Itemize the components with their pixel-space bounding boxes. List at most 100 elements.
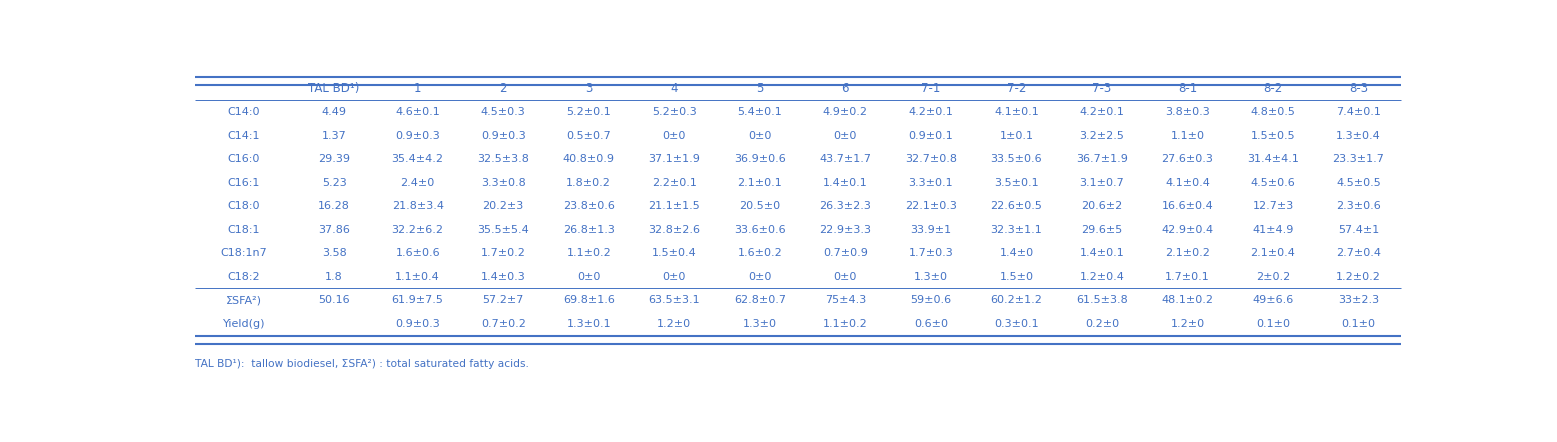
Text: 7-3: 7-3 <box>1093 82 1112 95</box>
Text: Yield(g): Yield(g) <box>223 319 265 329</box>
Text: 0±0: 0±0 <box>578 272 601 282</box>
Text: 32.7±0.8: 32.7±0.8 <box>905 154 958 164</box>
Text: 1: 1 <box>414 82 422 95</box>
Text: TAL BD¹):  tallow biodiesel, ΣSFA²) : total saturated fatty acids.: TAL BD¹): tallow biodiesel, ΣSFA²) : tot… <box>195 359 528 370</box>
Text: 0.6±0: 0.6±0 <box>914 319 948 329</box>
Text: 37.86: 37.86 <box>318 225 350 235</box>
Text: 1.8±0.2: 1.8±0.2 <box>567 178 612 188</box>
Text: 42.9±0.4: 42.9±0.4 <box>1162 225 1213 235</box>
Text: 1±0.1: 1±0.1 <box>1000 131 1034 141</box>
Text: 0±0: 0±0 <box>747 131 771 141</box>
Text: 40.8±0.9: 40.8±0.9 <box>562 154 615 164</box>
Text: 1.2±0.2: 1.2±0.2 <box>1336 272 1381 282</box>
Text: 1.7±0.1: 1.7±0.1 <box>1165 272 1210 282</box>
Text: 0.9±0.1: 0.9±0.1 <box>908 131 953 141</box>
Text: 23.8±0.6: 23.8±0.6 <box>562 201 615 211</box>
Text: 33±2.3: 33±2.3 <box>1337 295 1380 305</box>
Text: 43.7±1.7: 43.7±1.7 <box>819 154 872 164</box>
Text: ΣSFA²): ΣSFA²) <box>226 295 262 305</box>
Text: C14:1: C14:1 <box>227 131 260 141</box>
Text: 36.7±1.9: 36.7±1.9 <box>1076 154 1127 164</box>
Text: 2.1±0.4: 2.1±0.4 <box>1250 248 1295 258</box>
Text: 16.6±0.4: 16.6±0.4 <box>1162 201 1213 211</box>
Text: 0±0: 0±0 <box>833 131 856 141</box>
Text: 69.8±1.6: 69.8±1.6 <box>562 295 615 305</box>
Text: 29.6±5: 29.6±5 <box>1081 225 1123 235</box>
Text: TAL BD¹): TAL BD¹) <box>308 82 360 95</box>
Text: 1.3±0: 1.3±0 <box>914 272 948 282</box>
Text: 1.5±0.4: 1.5±0.4 <box>652 248 696 258</box>
Text: 1.1±0.2: 1.1±0.2 <box>567 248 610 258</box>
Text: 33.6±0.6: 33.6±0.6 <box>733 225 786 235</box>
Text: 3.58: 3.58 <box>322 248 347 258</box>
Text: 3.5±0.1: 3.5±0.1 <box>993 178 1039 188</box>
Text: 41±4.9: 41±4.9 <box>1252 225 1294 235</box>
Text: 8-2: 8-2 <box>1263 82 1283 95</box>
Text: 0.5±0.7: 0.5±0.7 <box>567 131 610 141</box>
Text: 4: 4 <box>671 82 677 95</box>
Text: 75±4.3: 75±4.3 <box>825 295 866 305</box>
Text: 1.4±0: 1.4±0 <box>1000 248 1034 258</box>
Text: 5.2±0.1: 5.2±0.1 <box>567 107 610 117</box>
Text: 3.3±0.1: 3.3±0.1 <box>909 178 953 188</box>
Text: 35.5±5.4: 35.5±5.4 <box>478 225 529 235</box>
Text: 32.8±2.6: 32.8±2.6 <box>648 225 701 235</box>
Text: 1.2±0.4: 1.2±0.4 <box>1079 272 1124 282</box>
Text: 36.9±0.6: 36.9±0.6 <box>733 154 786 164</box>
Text: 0.7±0.2: 0.7±0.2 <box>481 319 526 329</box>
Text: 31.4±4.1: 31.4±4.1 <box>1247 154 1299 164</box>
Text: 1.4±0.1: 1.4±0.1 <box>1079 248 1124 258</box>
Text: 48.1±0.2: 48.1±0.2 <box>1162 295 1213 305</box>
Text: 0±0: 0±0 <box>663 131 687 141</box>
Text: 3: 3 <box>585 82 592 95</box>
Text: 61.5±3.8: 61.5±3.8 <box>1076 295 1127 305</box>
Text: 2.1±0.2: 2.1±0.2 <box>1165 248 1210 258</box>
Text: 26.8±1.3: 26.8±1.3 <box>562 225 615 235</box>
Text: 32.2±6.2: 32.2±6.2 <box>392 225 444 235</box>
Text: C14:0: C14:0 <box>227 107 260 117</box>
Text: 0.3±0.1: 0.3±0.1 <box>993 319 1039 329</box>
Text: 1.1±0.4: 1.1±0.4 <box>395 272 441 282</box>
Text: 0.1±0: 0.1±0 <box>1256 319 1291 329</box>
Text: 20.2±3: 20.2±3 <box>483 201 523 211</box>
Text: 1.7±0.3: 1.7±0.3 <box>908 248 953 258</box>
Text: 26.3±2.3: 26.3±2.3 <box>819 201 872 211</box>
Text: 8-3: 8-3 <box>1348 82 1369 95</box>
Text: 50.16: 50.16 <box>318 295 350 305</box>
Text: 33.5±0.6: 33.5±0.6 <box>990 154 1042 164</box>
Text: 60.2±1.2: 60.2±1.2 <box>990 295 1042 305</box>
Text: 2: 2 <box>500 82 508 95</box>
Text: 20.6±2: 20.6±2 <box>1081 201 1123 211</box>
Text: 1.8: 1.8 <box>325 272 343 282</box>
Text: 57.2±7: 57.2±7 <box>483 295 523 305</box>
Text: C16:0: C16:0 <box>227 154 260 164</box>
Text: 33.9±1: 33.9±1 <box>911 225 951 235</box>
Text: 2.4±0: 2.4±0 <box>400 178 434 188</box>
Text: 1.1±0: 1.1±0 <box>1171 131 1205 141</box>
Text: 3.3±0.8: 3.3±0.8 <box>481 178 526 188</box>
Text: 1.3±0.4: 1.3±0.4 <box>1336 131 1381 141</box>
Text: 32.3±1.1: 32.3±1.1 <box>990 225 1042 235</box>
Text: 4.2±0.1: 4.2±0.1 <box>1079 107 1124 117</box>
Text: 5.4±0.1: 5.4±0.1 <box>738 107 782 117</box>
Text: 4.5±0.5: 4.5±0.5 <box>1336 178 1381 188</box>
Text: 2.3±0.6: 2.3±0.6 <box>1336 201 1381 211</box>
Text: 21.1±1.5: 21.1±1.5 <box>648 201 701 211</box>
Text: 0.9±0.3: 0.9±0.3 <box>395 319 441 329</box>
Text: 1.2±0: 1.2±0 <box>1171 319 1205 329</box>
Text: 49±6.6: 49±6.6 <box>1252 295 1294 305</box>
Text: 22.1±0.3: 22.1±0.3 <box>905 201 958 211</box>
Text: C16:1: C16:1 <box>227 178 260 188</box>
Text: 3.2±2.5: 3.2±2.5 <box>1079 131 1124 141</box>
Text: 1.37: 1.37 <box>322 131 347 141</box>
Text: 62.8±0.7: 62.8±0.7 <box>733 295 786 305</box>
Text: 21.8±3.4: 21.8±3.4 <box>392 201 444 211</box>
Text: 4.9±0.2: 4.9±0.2 <box>822 107 867 117</box>
Text: 6: 6 <box>842 82 849 95</box>
Text: 5.2±0.3: 5.2±0.3 <box>652 107 696 117</box>
Text: 35.4±4.2: 35.4±4.2 <box>392 154 444 164</box>
Text: 59±0.6: 59±0.6 <box>911 295 951 305</box>
Text: 4.1±0.4: 4.1±0.4 <box>1165 178 1210 188</box>
Text: 23.3±1.7: 23.3±1.7 <box>1333 154 1384 164</box>
Text: 2.1±0.1: 2.1±0.1 <box>738 178 782 188</box>
